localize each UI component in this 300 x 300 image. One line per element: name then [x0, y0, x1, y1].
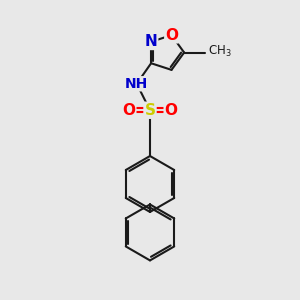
Text: CH$_3$: CH$_3$: [208, 44, 232, 59]
Text: N: N: [145, 34, 158, 49]
Text: S: S: [145, 103, 155, 118]
Text: O: O: [122, 103, 135, 118]
Text: O: O: [165, 28, 178, 43]
Text: NH: NH: [125, 77, 148, 91]
Text: O: O: [165, 103, 178, 118]
